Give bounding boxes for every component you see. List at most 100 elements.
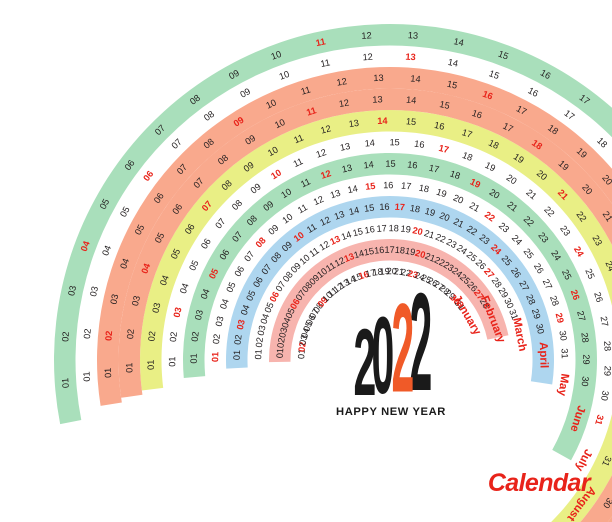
day-number: 09 (261, 199, 275, 213)
day-number: 04 (118, 257, 131, 270)
day-number: 04 (158, 274, 171, 287)
day-number: 27 (541, 277, 554, 291)
day-number: 20 (412, 225, 424, 237)
day-number: 13 (339, 141, 351, 153)
day-number: 01 (232, 350, 242, 361)
day-number: 27 (598, 315, 610, 327)
day-number: 23 (477, 232, 491, 246)
day-number: 05 (118, 205, 132, 219)
day-number: 28 (437, 283, 451, 297)
day-number: 19 (469, 177, 483, 190)
day-number: 10 (264, 97, 277, 110)
day-number: 13 (341, 163, 353, 175)
day-number: 14 (363, 159, 374, 170)
day-number: 17 (376, 223, 387, 234)
day-number: 29 (496, 286, 510, 300)
day-number: 02 (82, 328, 93, 339)
day-number: 18 (595, 135, 609, 149)
day-number: 20 (387, 266, 397, 276)
day-number: 17 (401, 181, 412, 192)
day-number: 22 (542, 204, 556, 218)
day-number: 04 (139, 261, 152, 275)
day-number: 02 (297, 341, 308, 353)
day-number: 10 (279, 186, 293, 200)
day-number: 23 (407, 268, 419, 280)
day-number: 02 (146, 331, 157, 342)
day-number: 22 (433, 255, 447, 269)
day-number: 06 (288, 297, 302, 311)
day-number: 06 (233, 264, 247, 278)
day-number: 25 (560, 268, 573, 282)
day-number: 05 (98, 197, 112, 211)
day-number: 14 (447, 57, 459, 69)
happy-new-year-text: HAPPY NEW YEAR (336, 406, 446, 418)
day-number: 18 (461, 150, 474, 163)
day-number: 30 (599, 390, 611, 402)
day-number: 11 (292, 132, 305, 145)
day-number: 11 (307, 245, 321, 259)
day-number: 02 (125, 328, 136, 339)
day-number: 23 (445, 237, 459, 251)
day-number: 19 (404, 246, 416, 258)
day-number: 23 (497, 220, 511, 234)
day-number: 06 (170, 202, 184, 216)
day-number: 01 (146, 360, 156, 370)
day-number: 21 (505, 200, 519, 214)
day-number: 05 (283, 306, 296, 320)
day-number: 23 (536, 230, 550, 244)
day-number: 24 (572, 245, 586, 260)
day-number: 01 (253, 349, 263, 360)
day-number: 05 (133, 223, 147, 237)
day-number: 12 (361, 30, 372, 41)
day-number: 10 (315, 266, 329, 280)
day-number: 15 (439, 99, 451, 111)
year-digit-1: 2 (353, 309, 377, 416)
day-number: 09 (243, 133, 257, 147)
day-number: 12 (317, 239, 331, 253)
day-number: 22 (434, 232, 447, 245)
day-number: 07 (259, 262, 273, 276)
day-number: 18 (530, 138, 544, 152)
day-number: 05 (169, 247, 183, 261)
day-number: 25 (522, 247, 536, 261)
day-number: 06 (217, 248, 231, 262)
day-number: 17 (428, 163, 440, 175)
day-number: 24 (510, 233, 524, 247)
day-number: 14 (406, 95, 417, 106)
day-number: 03 (66, 285, 78, 297)
day-number: 06 (141, 169, 155, 183)
day-number: 27 (575, 310, 587, 322)
day-number: 09 (242, 160, 256, 174)
day-number: 13 (333, 209, 346, 222)
day-number: 16 (471, 108, 484, 121)
day-number: 28 (579, 332, 590, 343)
day-number: 12 (320, 123, 333, 135)
day-number: 02 (60, 331, 71, 342)
day-number: 08 (281, 270, 295, 284)
day-number: 19 (424, 206, 436, 218)
day-number: 25 (465, 250, 479, 264)
day-number: 20 (438, 210, 451, 223)
day-number: 22 (400, 267, 412, 279)
day-number: 17 (461, 127, 474, 140)
day-number: 15 (365, 181, 376, 192)
day-number: 31 (507, 308, 520, 321)
day-number: 10 (269, 167, 283, 181)
month-label: May (555, 373, 570, 397)
day-number: 13 (343, 251, 356, 264)
day-number: 01 (296, 349, 307, 360)
day-number: 13 (407, 30, 418, 41)
day-number: 14 (353, 248, 366, 260)
day-number: 24 (549, 248, 563, 262)
day-number: 12 (336, 76, 348, 88)
day-number: 29 (602, 366, 612, 377)
day-number: 21 (524, 187, 538, 201)
day-number: 18 (394, 245, 405, 256)
day-number: 12 (312, 194, 325, 207)
day-number: 22 (574, 209, 588, 223)
day-number: 01 (189, 353, 199, 363)
day-number: 30 (502, 297, 515, 311)
day-number: 03 (193, 309, 205, 321)
